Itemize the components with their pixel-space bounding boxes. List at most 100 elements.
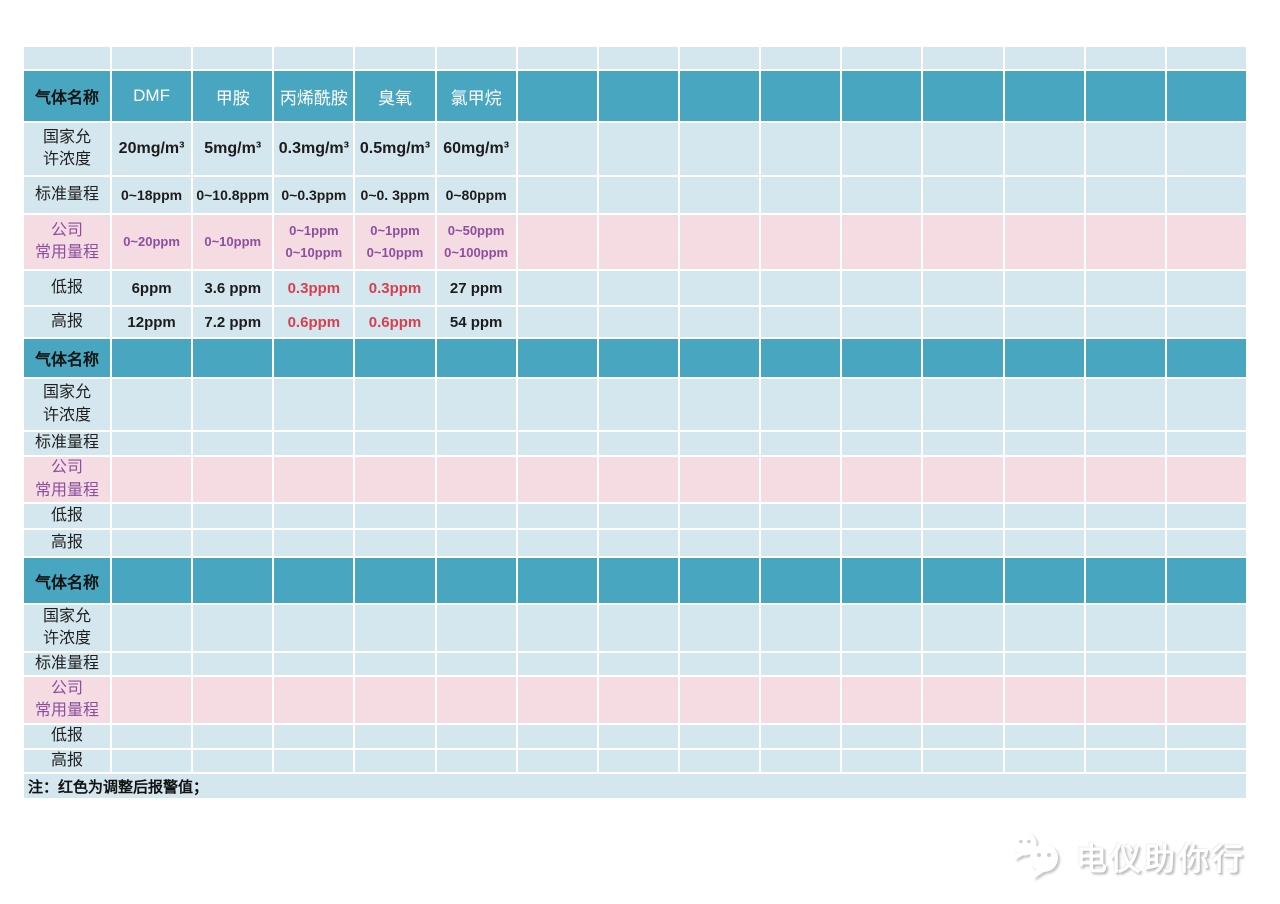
empty-cell [842,504,922,528]
empty-cell [1166,677,1246,724]
empty-cell [436,339,516,377]
empty-cell [24,47,110,69]
empty-cell [1004,307,1084,337]
empty-cell [923,457,1003,502]
empty-cell [761,215,841,269]
empty-cell [1166,749,1246,773]
empty-cell [679,339,760,377]
empty-cell [842,177,922,213]
empty-cell [598,177,678,213]
empty-cell [1085,71,1165,121]
low-alarm-cell: 6ppm [112,271,192,305]
empty-cell [679,725,760,748]
empty-cell [1085,725,1165,748]
empty-cell [193,677,273,724]
gas-name-header: 气体名称 [24,71,110,121]
empty-cell [112,432,192,455]
empty-cell [1085,47,1165,69]
empty-cell [1004,605,1084,651]
empty-cell [274,677,354,724]
empty-cell [761,605,841,651]
empty-cell [923,339,1003,377]
empty-cell [598,653,678,676]
company-value-cell: 0~20ppm [112,215,192,269]
empty-cell [598,504,678,528]
empty-cell [923,307,1003,337]
gas-column-header: 氯甲烷 [436,71,516,121]
empty-cell [274,339,354,377]
empty-cell [1085,307,1165,337]
high-alarm-cell-adjusted: 0.6ppm [274,307,354,337]
empty-cell [517,177,597,213]
standard-value-cell: 0~0. 3ppm [355,177,435,213]
empty-cell [761,271,841,305]
row-company-2: 公司 常用量程 [24,457,1246,502]
empty-cell [112,457,192,502]
empty-cell [1166,530,1246,556]
empty-cell [436,457,516,502]
empty-cell [193,725,273,748]
empty-cell [517,677,597,724]
empty-cell [761,457,841,502]
empty-cell [679,530,760,556]
national-value-cell: 20mg/m³ [112,123,192,175]
empty-cell [1085,530,1165,556]
header-row-1: 气体名称 DMF 甲胺 丙烯酰胺 臭氧 氯甲烷 [24,71,1246,121]
empty-cell [1085,432,1165,455]
empty-cell [193,504,273,528]
empty-cell [436,725,516,748]
empty-cell [1085,605,1165,651]
empty-cell [761,432,841,455]
empty-cell [1166,653,1246,676]
empty-cell [193,653,273,676]
empty-cell [1004,339,1084,377]
empty-cell [274,725,354,748]
empty-cell [598,307,678,337]
empty-cell [355,653,435,676]
empty-cell [355,677,435,724]
empty-cell [761,379,841,430]
empty-cell [598,271,678,305]
empty-cell [1004,123,1084,175]
empty-cell [842,605,922,651]
empty-cell [1166,177,1246,213]
empty-cell [679,749,760,773]
empty-cell [1085,123,1165,175]
empty-cell [1166,605,1246,651]
note-text: 注：红色为调整后报警值； [24,774,1246,799]
empty-cell [1004,558,1084,603]
high-alarm-cell: 54 ppm [436,307,516,337]
empty-cell [842,558,922,603]
empty-cell [274,558,354,603]
empty-cell [923,71,1003,121]
empty-cell [274,749,354,773]
empty-cell [761,307,841,337]
row-label-standard: 标准量程 [24,177,110,213]
empty-cell [193,457,273,502]
national-value-cell: 0.3mg/m³ [274,123,354,175]
empty-cell [598,123,678,175]
empty-cell [112,725,192,748]
empty-cell [274,605,354,651]
row-national-1: 国家允 许浓度 20mg/m³ 5mg/m³ 0.3mg/m³ 0.5mg/m³… [24,123,1246,175]
empty-cell [679,307,760,337]
empty-cell [842,530,922,556]
row-high-2: 高报 [24,530,1246,556]
empty-cell [517,605,597,651]
empty-cell [1085,457,1165,502]
empty-cell [598,379,678,430]
row-high-1: 高报 12ppm 7.2 ppm 0.6ppm 0.6ppm 54 ppm [24,307,1246,337]
empty-cell [112,530,192,556]
empty-cell [193,47,273,69]
empty-cell [1166,123,1246,175]
empty-cell [436,558,516,603]
empty-cell [761,339,841,377]
row-standard-3: 标准量程 [24,653,1246,676]
empty-cell [1166,307,1246,337]
empty-cell [1004,749,1084,773]
empty-cell [517,457,597,502]
row-label-national: 国家允 许浓度 [24,605,110,651]
empty-cell [598,71,678,121]
row-national-3: 国家允 许浓度 [24,605,1246,651]
